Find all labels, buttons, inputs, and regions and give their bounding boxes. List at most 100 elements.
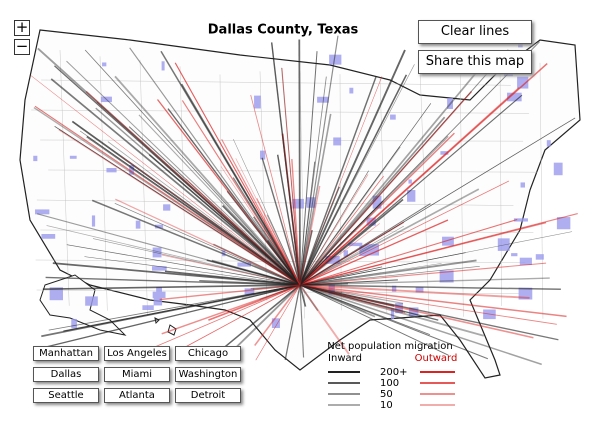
outward-line <box>299 284 530 299</box>
outward-line <box>299 185 321 286</box>
inward-line <box>299 263 442 286</box>
outward-line <box>85 90 301 286</box>
county-patch <box>152 291 166 299</box>
inward-line <box>36 284 301 350</box>
outward-line <box>299 218 518 286</box>
county-patch <box>100 96 112 103</box>
county-patch <box>244 288 255 295</box>
county-patch <box>517 76 529 89</box>
inward-line <box>299 284 305 358</box>
inward-line <box>299 94 523 286</box>
county-patch <box>129 165 135 175</box>
state-border <box>499 59 502 306</box>
county-patch <box>447 97 453 109</box>
outward-line <box>299 284 567 318</box>
county-patch <box>49 287 63 301</box>
county-patch <box>333 137 342 146</box>
inward-line <box>299 284 542 366</box>
inward-line <box>299 284 367 313</box>
county-patch <box>343 250 349 257</box>
inward-line <box>222 204 301 286</box>
county-patch <box>348 242 363 247</box>
share-map-button[interactable]: Share this map <box>418 50 532 74</box>
inward-line <box>299 284 319 312</box>
state-border <box>219 74 223 308</box>
inward-line <box>299 103 432 286</box>
county-patch <box>415 287 424 293</box>
outward-line <box>184 284 301 348</box>
city-button[interactable]: Miami <box>104 367 170 382</box>
county-patch <box>161 61 165 71</box>
county-patch <box>372 195 382 209</box>
city-button[interactable]: Manhattan <box>33 346 99 361</box>
inward-line <box>299 284 489 360</box>
county-patch <box>41 234 56 239</box>
outward-line <box>299 62 548 286</box>
city-button[interactable]: Washington <box>175 367 241 382</box>
county-patch <box>408 307 419 317</box>
county-patch <box>440 151 449 155</box>
county-patch <box>407 190 416 202</box>
outward-line <box>299 223 380 286</box>
zoom-in-button[interactable]: + <box>14 18 30 36</box>
inward-line <box>299 259 477 286</box>
county-patch <box>359 245 367 257</box>
state-border <box>35 259 526 263</box>
city-button[interactable]: Chicago <box>175 346 241 361</box>
county-patch <box>102 62 107 67</box>
outward-line <box>34 105 301 286</box>
county-patch <box>390 308 395 320</box>
legend-level: 100 <box>380 378 399 389</box>
inward-line <box>96 101 301 286</box>
legend-title: Net population migration <box>327 341 452 352</box>
city-button[interactable]: Atlanta <box>104 388 170 403</box>
outward-line <box>299 262 547 286</box>
inward-line <box>226 190 301 286</box>
inward-line <box>233 138 301 286</box>
inward-line <box>218 284 301 353</box>
county-patch <box>553 162 563 176</box>
inward-line <box>63 284 301 332</box>
county-patch <box>442 236 454 246</box>
inward-line <box>261 157 301 286</box>
inward-line <box>299 229 313 286</box>
county-patch <box>254 95 261 109</box>
inward-line <box>84 256 301 286</box>
county-patch <box>325 255 340 264</box>
inward-line <box>299 49 509 286</box>
inward-line <box>91 199 301 286</box>
state-border <box>40 139 524 142</box>
city-button[interactable]: Los Angeles <box>104 346 170 361</box>
outward-line <box>185 178 301 286</box>
county-patch <box>349 87 354 94</box>
inward-line <box>299 266 383 286</box>
county-patch <box>329 54 342 65</box>
inward-line <box>299 117 576 286</box>
inward-line <box>213 243 301 286</box>
county-highlights <box>33 40 571 329</box>
outward-line <box>299 284 415 311</box>
inward-line <box>253 216 301 286</box>
inward-line <box>299 277 550 286</box>
city-button[interactable]: Detroit <box>175 388 241 403</box>
county-patch <box>106 167 117 173</box>
outward-line <box>174 62 301 286</box>
outward-line <box>299 284 350 355</box>
legend-inward: Inward <box>328 353 362 364</box>
county-patch <box>519 257 532 266</box>
inward-line <box>206 259 301 286</box>
state-border <box>36 289 519 294</box>
migration-lines <box>30 35 578 366</box>
state-border <box>539 62 544 319</box>
zoom-out-button[interactable]: − <box>14 37 30 55</box>
inward-line <box>160 50 301 286</box>
inward-line <box>299 41 540 286</box>
county-patch <box>71 318 77 329</box>
legend-level: 50 <box>380 389 393 400</box>
outward-line <box>161 254 301 286</box>
city-button[interactable]: Seattle <box>33 388 99 403</box>
state-border <box>419 67 430 319</box>
clear-lines-button[interactable]: Clear lines <box>418 20 532 44</box>
inward-line <box>54 125 301 286</box>
city-button[interactable]: Dallas <box>33 367 99 382</box>
